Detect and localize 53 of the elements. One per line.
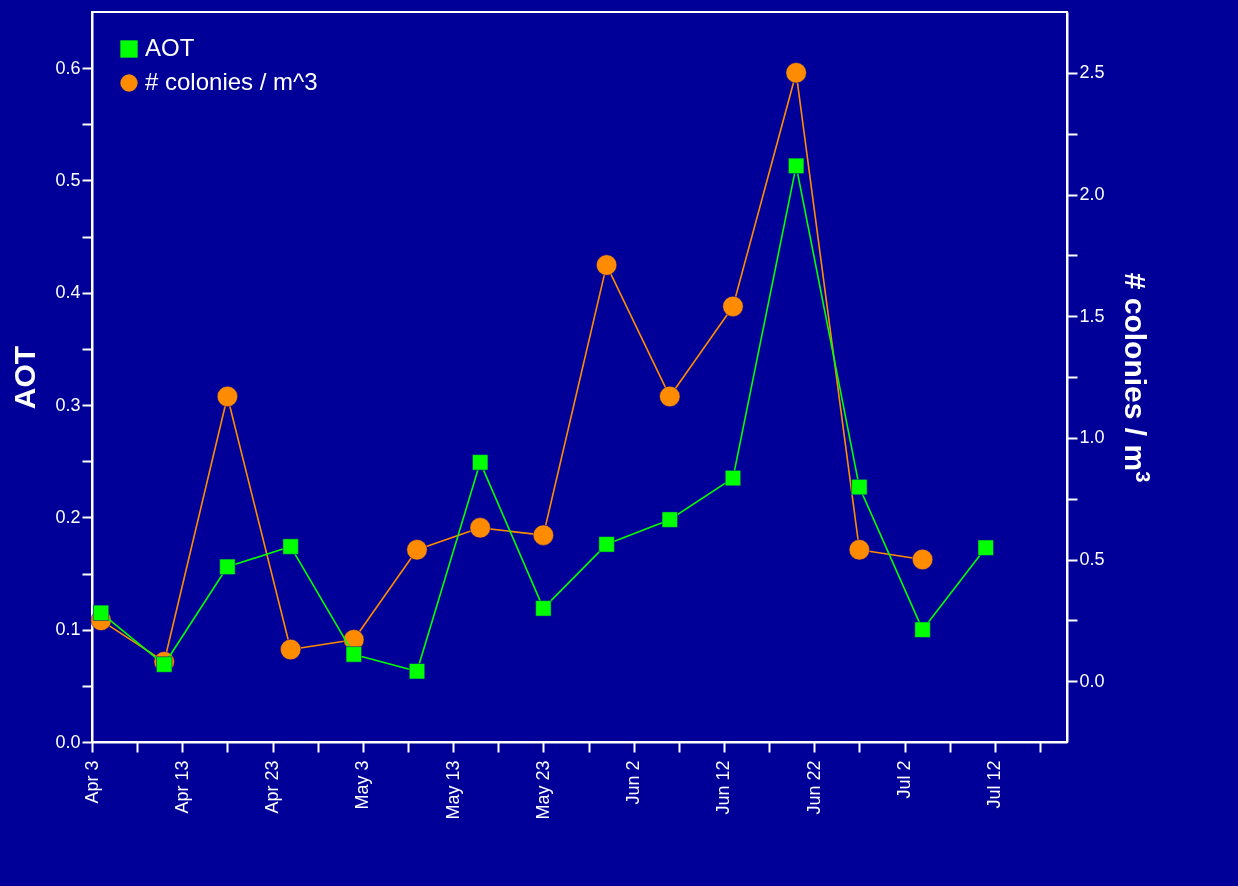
point <box>532 524 554 546</box>
point <box>851 479 868 496</box>
x-tick-label: May 3 <box>352 760 373 810</box>
y-tick-label: 0.2 <box>55 506 81 527</box>
legend-label: AOT <box>145 34 195 61</box>
y2-tick-label: 0.0 <box>1079 670 1105 691</box>
point <box>914 621 931 638</box>
point <box>722 295 744 317</box>
x-tick-label: Apr 3 <box>81 760 102 804</box>
point <box>93 604 110 621</box>
point <box>912 549 934 570</box>
point <box>409 663 425 680</box>
point <box>785 62 807 84</box>
point <box>977 539 994 556</box>
point <box>596 254 618 276</box>
y2-tick-label: 0.5 <box>1079 549 1105 569</box>
point <box>659 385 681 407</box>
point <box>345 646 362 663</box>
point <box>788 157 805 174</box>
point <box>469 517 491 539</box>
legend-label: # colonies / m^3 <box>145 68 318 95</box>
x-tick-label: Jul 12 <box>984 760 1005 809</box>
y-tick-label: 0.5 <box>55 169 81 190</box>
point <box>406 539 428 561</box>
x-tick-label: May 13 <box>442 760 463 820</box>
point <box>598 536 615 553</box>
point <box>280 639 302 661</box>
y2-tick-label: 2.0 <box>1079 184 1105 204</box>
y-axis-title: AOT <box>8 345 42 410</box>
x-tick-label: Jun 12 <box>713 760 734 815</box>
x-tick-label: Jul 2 <box>894 760 914 799</box>
x-tick-label: May 23 <box>532 760 553 820</box>
y-tick-label: 0.3 <box>55 394 81 415</box>
point <box>156 656 173 673</box>
x-tick-label: Jun 22 <box>803 760 824 815</box>
y-tick-label: 0.0 <box>55 731 81 752</box>
point <box>535 600 552 617</box>
point <box>724 470 741 487</box>
y-tick-label: 0.1 <box>55 619 81 640</box>
point <box>661 511 678 528</box>
x-tick-label: Apr 13 <box>171 760 192 814</box>
point <box>219 558 236 575</box>
x-tick-label: Apr 23 <box>262 760 283 814</box>
y-tick-label: 0.6 <box>55 57 81 78</box>
y2-tick-label: 1.0 <box>1079 427 1105 448</box>
point <box>282 538 299 555</box>
y2-tick-label: 2.5 <box>1079 62 1105 83</box>
point <box>472 454 489 471</box>
x-tick-label: Jun 2 <box>623 760 644 805</box>
point <box>848 539 870 561</box>
y-tick-label: 0.4 <box>55 282 81 303</box>
point <box>216 385 238 407</box>
y2-tick-label: 1.5 <box>1079 305 1105 326</box>
